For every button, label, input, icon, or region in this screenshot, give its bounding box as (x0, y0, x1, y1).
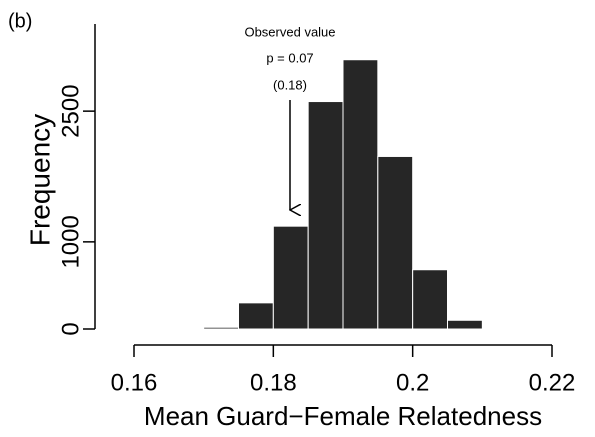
y-axis-title: Frequency (24, 114, 55, 246)
bar (238, 302, 274, 330)
x-tick-label: 0.18 (250, 369, 297, 396)
bar (377, 155, 414, 330)
bar (203, 326, 240, 330)
x-tick-label: 0.2 (396, 369, 429, 396)
panel-label: (b) (8, 10, 32, 32)
x-tick-label: 0.16 (111, 369, 158, 396)
bar (342, 59, 379, 330)
bar (447, 319, 483, 330)
annotation: Observed value (244, 24, 335, 39)
bar (412, 269, 448, 330)
annotation: p = 0.07 (266, 50, 313, 65)
annotation: (0.18) (273, 77, 307, 92)
y-tick-label: 0 (57, 322, 84, 335)
x-tick-label: 0.22 (529, 369, 576, 396)
x-axis-title: Mean Guard−Female Relatedness (144, 401, 542, 431)
y-tick-label: 2500 (57, 84, 84, 137)
y-tick-label: 1000 (57, 215, 84, 268)
bar (307, 101, 344, 330)
bar (272, 225, 309, 330)
